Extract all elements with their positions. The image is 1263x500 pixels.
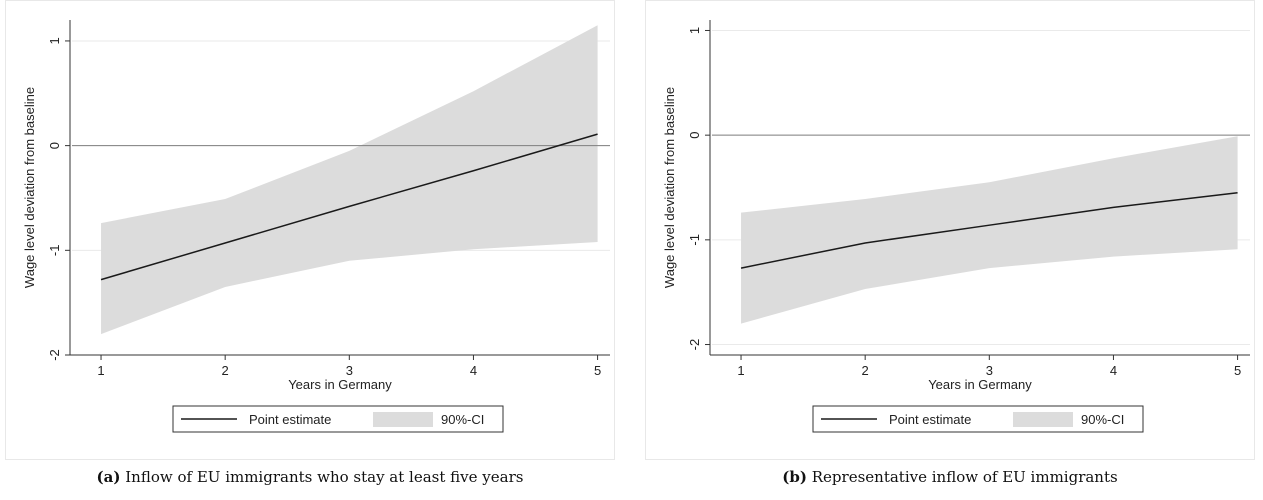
chart-b-x-tick-label-2: 3	[986, 363, 993, 378]
caption-b-tag: (b)	[782, 468, 807, 486]
chart-a-legend-label-ci: 90%-CI	[441, 412, 484, 427]
chart-a-y-tick-label-2: 0	[47, 142, 62, 149]
chart-a-legend-area-swatch	[373, 412, 433, 427]
chart-b-axes: -2 -1 0 1 1 2 3 4 5	[687, 20, 1250, 378]
chart-b-svg: -2 -1 0 1 1 2 3 4 5 Years in Germany Wage level …	[645, 0, 1255, 460]
chart-b-ci-band	[741, 136, 1238, 324]
chart-b-y-tick-label-2: 0	[687, 132, 702, 139]
chart-b-x-tick-label-3: 4	[1110, 363, 1117, 378]
chart-b-x-axis-label: Years in Germany	[928, 377, 1032, 392]
chart-a-y-tick-label-3: 1	[47, 37, 62, 44]
chart-a-x-tick-label-1: 2	[222, 363, 229, 378]
chart-b-y-tick-label-3: 1	[687, 27, 702, 34]
chart-b-x-tick-label-4: 5	[1234, 363, 1241, 378]
caption-a-text: Inflow of EU immigrants who stay at leas…	[125, 468, 524, 486]
chart-a-y-tick-label-1: -1	[47, 245, 62, 257]
chart-a-axes: -2 -1 0 1 1 2 3 4 5	[47, 20, 610, 378]
chart-a-y-tick-label-0: -2	[47, 349, 62, 361]
chart-b-legend: Point estimate 90%-CI	[812, 405, 1144, 433]
chart-a-x-tick-label-4: 5	[594, 363, 601, 378]
chart-a-legend: Point estimate 90%-CI	[172, 405, 504, 433]
chart-panel-b: -2 -1 0 1 1 2 3 4 5 Years in Germany Wage level …	[645, 0, 1255, 460]
chart-a-x-tick-label-3: 4	[470, 363, 477, 378]
chart-a-svg: -2 -1 0 1 1 2 3 4 5 Years in Germany Wage level …	[5, 0, 615, 460]
chart-b-legend-label-point-estimate: Point estimate	[889, 412, 971, 427]
chart-b-legend-label-ci: 90%-CI	[1081, 412, 1124, 427]
caption-b-text: Representative inflow of EU immigrants	[811, 468, 1118, 486]
chart-a-point-estimate-line	[100, 133, 598, 281]
chart-a-legend-label-point-estimate: Point estimate	[249, 412, 331, 427]
chart-b-x-tick-label-0: 1	[737, 363, 744, 378]
chart-b-x-tick-label-1: 2	[862, 363, 869, 378]
caption-a-tag: (a)	[96, 468, 121, 486]
chart-a-x-tick-label-2: 3	[346, 363, 353, 378]
chart-b-y-tick-label-0: -2	[687, 339, 702, 351]
caption-b: (b) Representative inflow of EU immigran…	[645, 468, 1255, 492]
chart-panel-a: -2 -1 0 1 1 2 3 4 5 Years in Germany Wage level …	[5, 0, 615, 460]
chart-b-y-tick-label-1: -1	[687, 234, 702, 246]
chart-a-y-axis-label: Wage level deviation from baseline	[22, 87, 37, 288]
chart-b-y-axis-label: Wage level deviation from baseline	[662, 87, 677, 288]
chart-b-legend-area-swatch	[1013, 412, 1073, 427]
chart-a-x-tick-label-0: 1	[97, 363, 104, 378]
chart-b-point-estimate-line	[740, 191, 1238, 269]
chart-a-ci-band	[101, 25, 598, 335]
chart-a-x-axis-label: Years in Germany	[288, 377, 392, 392]
caption-a: (a) Inflow of EU immigrants who stay at …	[5, 468, 615, 492]
